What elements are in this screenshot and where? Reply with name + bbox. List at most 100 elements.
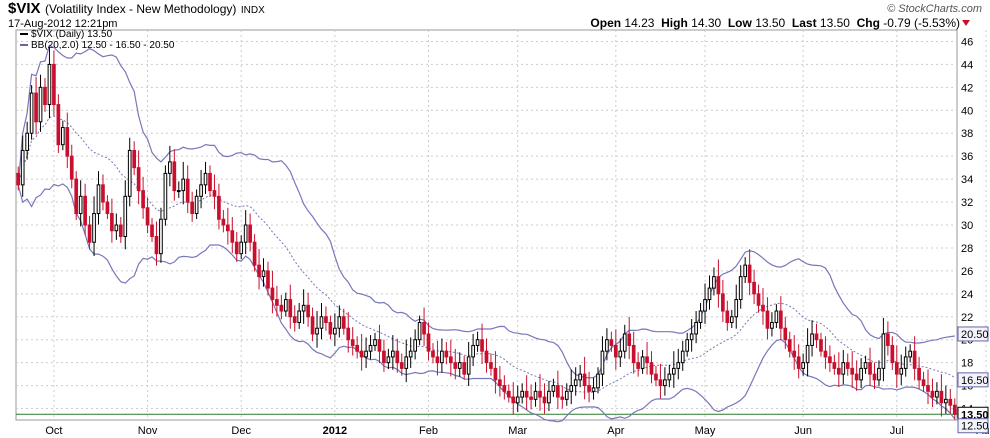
- candle-body: [136, 167, 141, 192]
- x-tick-label: Oct: [45, 425, 62, 437]
- candle-body: [382, 350, 386, 364]
- candle-body: [154, 235, 159, 255]
- candle-body: [422, 322, 426, 335]
- candle-body: [404, 356, 409, 369]
- candlesticks: [16, 47, 957, 420]
- y-tick-label: 24: [961, 289, 973, 301]
- candle-body: [845, 362, 850, 369]
- candle-body: [716, 276, 721, 295]
- price-tag-label: 16.50: [961, 375, 989, 387]
- candle-body: [315, 327, 319, 335]
- candle-body: [275, 299, 279, 306]
- candle-body: [489, 362, 493, 369]
- candle-body: [667, 373, 672, 381]
- candle-body: [868, 362, 872, 375]
- candle-body: [47, 63, 52, 106]
- candle-body: [127, 149, 132, 197]
- candle-body: [939, 390, 944, 404]
- candle-body: [890, 344, 895, 364]
- candle-body: [850, 367, 855, 375]
- candle-body: [627, 333, 632, 346]
- candle-body: [832, 362, 837, 369]
- candle-body: [270, 287, 275, 301]
- candle-body: [208, 172, 212, 192]
- chart-header: $VIX (Volatility Index - New Methodology…: [8, 0, 265, 18]
- open-value: 14.23: [624, 16, 655, 30]
- candle-body: [524, 390, 529, 398]
- candle-body: [654, 373, 658, 381]
- candle-body: [462, 362, 467, 375]
- price-tag-box: [957, 372, 989, 388]
- candle-body: [185, 178, 190, 203]
- candle-body: [261, 270, 266, 278]
- candle-body: [408, 350, 413, 358]
- candle-body: [556, 385, 560, 398]
- candle-body: [542, 396, 547, 404]
- candle-body: [324, 316, 328, 324]
- down-arrow-icon: [962, 20, 970, 26]
- candle-body: [694, 322, 698, 335]
- candle-body: [466, 356, 471, 375]
- candle-body: [364, 350, 368, 358]
- candle-body: [221, 218, 226, 226]
- candle-body: [582, 373, 587, 387]
- candle-body: [828, 356, 832, 364]
- candle-body: [399, 362, 404, 369]
- candle-body: [618, 350, 623, 358]
- y-tick-label: 44: [961, 59, 973, 71]
- candle-body: [859, 367, 863, 381]
- low-value: 13.50: [755, 16, 786, 30]
- price-tag-box: [957, 326, 989, 342]
- price-tag-box: [957, 418, 989, 434]
- candle-body: [359, 350, 364, 358]
- candle-body: [779, 310, 783, 329]
- candle-body: [591, 387, 596, 392]
- bb-middle-line: [17, 115, 956, 393]
- chg-label: Chg: [856, 16, 880, 30]
- price-tag-label: 12.50: [961, 421, 989, 433]
- candle-body: [92, 213, 96, 243]
- candle-body: [350, 339, 355, 346]
- candle-body: [658, 379, 663, 387]
- candle-body: [493, 367, 498, 381]
- symbol-title: $VIX: [8, 0, 41, 17]
- candle-body: [814, 333, 819, 341]
- candle-body: [52, 63, 56, 106]
- candle-body: [266, 270, 270, 289]
- candle-body: [596, 373, 600, 389]
- candle-body: [609, 339, 614, 346]
- candle-body: [431, 350, 435, 358]
- y-tick-label: 26: [961, 266, 973, 278]
- candle-body: [163, 172, 168, 220]
- candle-body: [819, 339, 823, 352]
- candle-body: [823, 350, 828, 358]
- candle-body: [292, 316, 297, 324]
- candle-body: [355, 344, 360, 352]
- candle-body: [230, 230, 235, 243]
- candle-body: [640, 356, 645, 369]
- candle-body: [328, 322, 333, 335]
- candle-body: [391, 350, 395, 358]
- candle-body: [34, 92, 38, 123]
- high-label: High: [661, 16, 688, 30]
- candle-body: [877, 367, 881, 381]
- candle-body: [417, 322, 422, 341]
- x-tick-label: Dec: [231, 425, 251, 437]
- candle-body: [239, 241, 244, 255]
- candle-body: [636, 362, 640, 369]
- candle-body: [569, 385, 574, 392]
- candle-body: [301, 304, 306, 312]
- legend-label: $VIX (Daily) 13.50: [31, 29, 113, 40]
- brand-watermark[interactable]: © StockCharts.com: [887, 3, 982, 15]
- candle-body: [168, 161, 172, 174]
- candle-body: [413, 339, 417, 352]
- candle-body: [649, 362, 654, 375]
- high-value: 14.30: [691, 16, 722, 30]
- candle-body: [805, 344, 810, 364]
- chart-date: 17-Aug-2012 12:21pm: [8, 18, 118, 30]
- chart-grid: [15, 29, 987, 421]
- candle-body: [930, 390, 935, 398]
- candle-body: [926, 385, 930, 392]
- candle-body: [952, 404, 957, 415]
- y-tick-label: 30: [961, 220, 973, 232]
